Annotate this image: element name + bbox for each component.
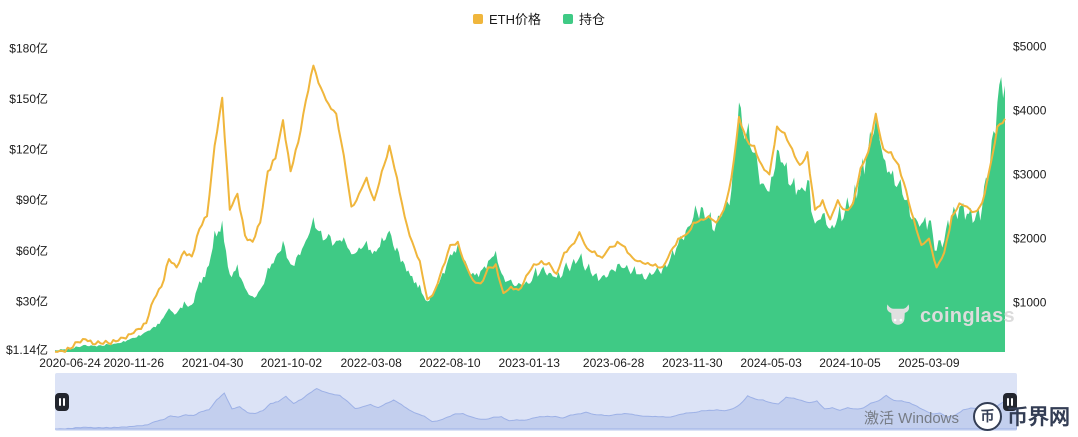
legend-item-eth-price[interactable]: ETH价格 — [472, 9, 541, 28]
navigator-left-handle[interactable] — [55, 393, 69, 411]
svg-text:$180亿: $180亿 — [9, 40, 48, 55]
svg-text:2020-06-24: 2020-06-24 — [39, 356, 101, 370]
svg-text:$60亿: $60亿 — [16, 243, 48, 258]
svg-text:$3000: $3000 — [1013, 168, 1047, 182]
svg-text:2022-08-10: 2022-08-10 — [419, 356, 481, 370]
eth-price-line-series[interactable] — [54, 64, 1006, 353]
svg-text:2023-01-13: 2023-01-13 — [499, 356, 561, 370]
bijiewang-logo-icon: 币 — [973, 401, 1002, 431]
svg-text:2021-10-02: 2021-10-02 — [261, 356, 323, 370]
bijiewang-watermark-text: 币界网 — [1007, 406, 1070, 429]
svg-text:$30亿: $30亿 — [16, 293, 48, 308]
navigator-series — [55, 388, 1017, 430]
bijiewang-watermark: 币 币界网 — [973, 401, 1070, 431]
coinglass-bull-icon — [886, 304, 910, 325]
right-axis-labels: $1000 $2000 $3000 $4000 $5000 — [1013, 39, 1047, 309]
drag-handle-icon — [1011, 398, 1013, 406]
drag-handle-icon — [1007, 398, 1009, 406]
svg-text:$5000: $5000 — [1013, 39, 1047, 53]
range-navigator[interactable] — [55, 373, 1017, 431]
svg-text:$120亿: $120亿 — [9, 142, 48, 157]
legend-label-open-interest: 持仓 — [579, 12, 606, 27]
svg-text:2021-04-30: 2021-04-30 — [182, 356, 244, 370]
legend-item-open-interest[interactable]: 持仓 — [563, 9, 605, 28]
left-axis-labels: $1.14亿 $30亿 $60亿 $90亿 $120亿 $150亿 $180亿 — [6, 40, 48, 357]
drag-handle-icon — [59, 398, 61, 406]
svg-text:2022-03-08: 2022-03-08 — [340, 356, 402, 370]
svg-text:$1.14亿: $1.14亿 — [6, 342, 48, 357]
svg-text:$1000: $1000 — [1013, 296, 1047, 310]
x-axis-labels: 2020-06-24 2020-11-26 2021-04-30 2021-10-02… — [39, 356, 960, 370]
svg-text:$150亿: $150亿 — [9, 91, 48, 106]
open-interest-swatch-icon — [563, 13, 573, 24]
navigator-right-handle[interactable] — [1003, 393, 1017, 411]
coinglass-watermark: coinglass — [884, 302, 1015, 330]
svg-text:2025-03-09: 2025-03-09 — [898, 356, 960, 370]
navigator-mini-chart[interactable] — [55, 373, 1017, 431]
legend-label-eth-price: ETH价格 — [488, 12, 541, 27]
svg-text:2020-11-26: 2020-11-26 — [104, 356, 165, 370]
svg-text:2024-05-03: 2024-05-03 — [740, 356, 802, 370]
svg-text:2023-06-28: 2023-06-28 — [583, 356, 645, 370]
svg-text:$2000: $2000 — [1013, 232, 1047, 246]
svg-text:2024-10-05: 2024-10-05 — [819, 356, 881, 370]
chart-legend: ETH价格 持仓 — [0, 9, 1078, 28]
svg-text:2023-11-30: 2023-11-30 — [662, 356, 723, 370]
drag-handle-icon — [63, 398, 65, 406]
open-interest-area-series[interactable] — [55, 77, 1005, 352]
eth-price-swatch-icon — [472, 13, 483, 24]
svg-text:$4000: $4000 — [1013, 103, 1047, 117]
svg-text:$90亿: $90亿 — [16, 192, 48, 207]
activate-windows-watermark: 激活 Windows — [864, 410, 960, 427]
coinglass-watermark-text: coinglass — [920, 304, 1015, 327]
